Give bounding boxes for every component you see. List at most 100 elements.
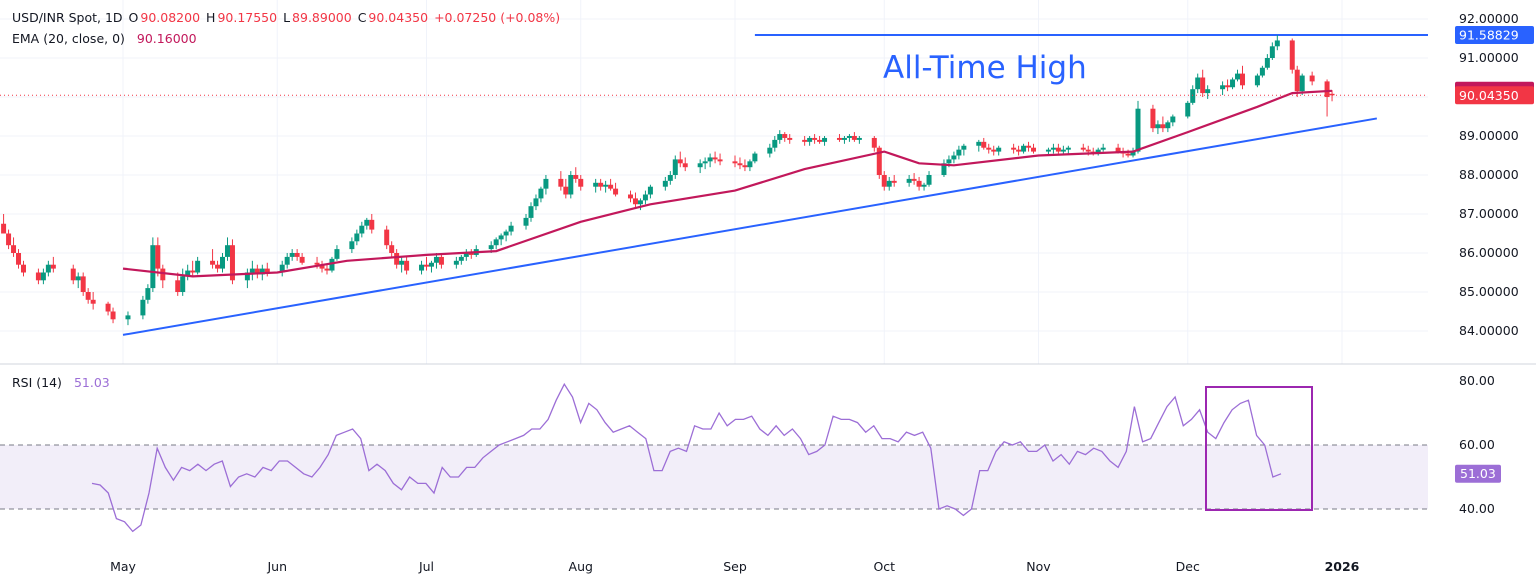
candle-body xyxy=(1016,149,1022,152)
candle-body xyxy=(90,299,96,304)
candle-body xyxy=(573,175,579,179)
candle xyxy=(752,151,758,164)
candle-body xyxy=(364,219,370,226)
candle-body xyxy=(812,137,818,140)
candle xyxy=(1235,69,1241,82)
candle-body xyxy=(1230,79,1236,88)
candle xyxy=(1289,38,1295,74)
candle xyxy=(911,173,917,185)
candle-body xyxy=(1309,75,1315,82)
candle-body xyxy=(926,175,932,185)
candle-body xyxy=(782,134,788,138)
rsi-tick-label: 80.00 xyxy=(1459,373,1495,388)
candle xyxy=(608,178,614,191)
candle-body xyxy=(1294,69,1300,92)
price-axis[interactable]: 92.0000091.0000090.0000089.0000088.00000… xyxy=(1459,11,1519,338)
candle xyxy=(150,237,156,292)
candle-body xyxy=(384,229,390,246)
candle xyxy=(871,136,877,152)
candle xyxy=(1011,143,1017,154)
candle xyxy=(777,130,783,144)
open-label: O xyxy=(128,10,139,25)
candle xyxy=(498,233,504,246)
candle xyxy=(160,264,166,289)
candle xyxy=(667,171,673,185)
symbol-title[interactable]: USD/INR Spot, 1D xyxy=(12,10,123,25)
candle-body xyxy=(1011,147,1017,150)
candle-body xyxy=(593,182,599,187)
candle xyxy=(279,260,285,277)
candle xyxy=(747,159,753,172)
candle-body xyxy=(145,288,151,300)
price-tick-label: 84.00000 xyxy=(1459,323,1519,338)
candle-body xyxy=(538,188,544,199)
candle-body xyxy=(946,159,952,164)
candle-body xyxy=(558,178,564,187)
candle-body xyxy=(717,159,723,162)
candle-body xyxy=(458,256,464,261)
candle-body xyxy=(35,272,41,281)
candle-body xyxy=(85,292,91,300)
candle xyxy=(677,151,683,168)
candle-body xyxy=(20,264,26,273)
candle xyxy=(921,182,927,191)
ema-value: 90.16000 xyxy=(136,31,197,46)
candle xyxy=(394,249,400,269)
candle xyxy=(543,175,549,195)
candle xyxy=(986,143,992,154)
candle-body xyxy=(951,155,957,160)
candle-body xyxy=(712,157,718,160)
candle xyxy=(254,264,260,279)
support-trendline[interactable] xyxy=(122,117,1377,336)
candle xyxy=(1185,100,1191,119)
candle-body xyxy=(493,239,499,246)
candle xyxy=(349,237,355,253)
candle xyxy=(20,260,26,277)
candle xyxy=(961,143,967,156)
candle-body xyxy=(279,264,285,273)
candle-body xyxy=(1095,149,1101,154)
candle xyxy=(996,145,1002,156)
candle xyxy=(941,159,947,177)
candle xyxy=(707,153,713,168)
time-tick-label: Oct xyxy=(873,559,895,574)
candle-body xyxy=(433,256,439,263)
candle-body xyxy=(742,165,748,168)
candle xyxy=(817,136,823,144)
candle-body xyxy=(424,264,430,267)
candle xyxy=(463,249,469,261)
candle xyxy=(1200,69,1206,97)
trendline-segment[interactable] xyxy=(122,117,1377,336)
rsi-axis[interactable]: 80.00 60.00 40.00 51.03 xyxy=(1455,373,1501,516)
rsi-band xyxy=(0,445,1428,509)
candle xyxy=(1080,143,1086,152)
candle xyxy=(637,198,643,211)
candle xyxy=(782,132,788,142)
candle xyxy=(1150,104,1156,133)
candle xyxy=(682,157,688,172)
time-axis[interactable]: May Jun Jul Aug Sep Oct Nov Dec 2026 xyxy=(110,559,1360,574)
candle-body xyxy=(707,157,713,162)
price-tick-label: 89.00000 xyxy=(1459,128,1519,143)
ema-line xyxy=(122,89,1333,278)
candle xyxy=(1170,114,1176,127)
candle-body xyxy=(369,219,375,230)
candle xyxy=(11,237,17,257)
candle-body xyxy=(428,262,434,267)
price-tick-label: 91.00000 xyxy=(1459,50,1519,65)
candle-body xyxy=(359,225,365,234)
candle xyxy=(508,221,514,236)
rsi-label[interactable]: RSI (14) xyxy=(12,375,62,390)
rsi-header: RSI (14) 51.03 xyxy=(12,375,112,390)
candle xyxy=(175,272,181,296)
change-value: +0.07250 (+0.08%) xyxy=(434,10,561,25)
candle-body xyxy=(667,175,673,181)
candle-body xyxy=(354,233,360,242)
candle-body xyxy=(319,264,325,269)
candle-body xyxy=(871,137,877,148)
candle xyxy=(628,190,634,203)
candle-body xyxy=(533,198,539,207)
ema-label[interactable]: EMA (20, close, 0) xyxy=(12,31,125,46)
candle xyxy=(319,260,325,273)
candle xyxy=(75,272,81,289)
